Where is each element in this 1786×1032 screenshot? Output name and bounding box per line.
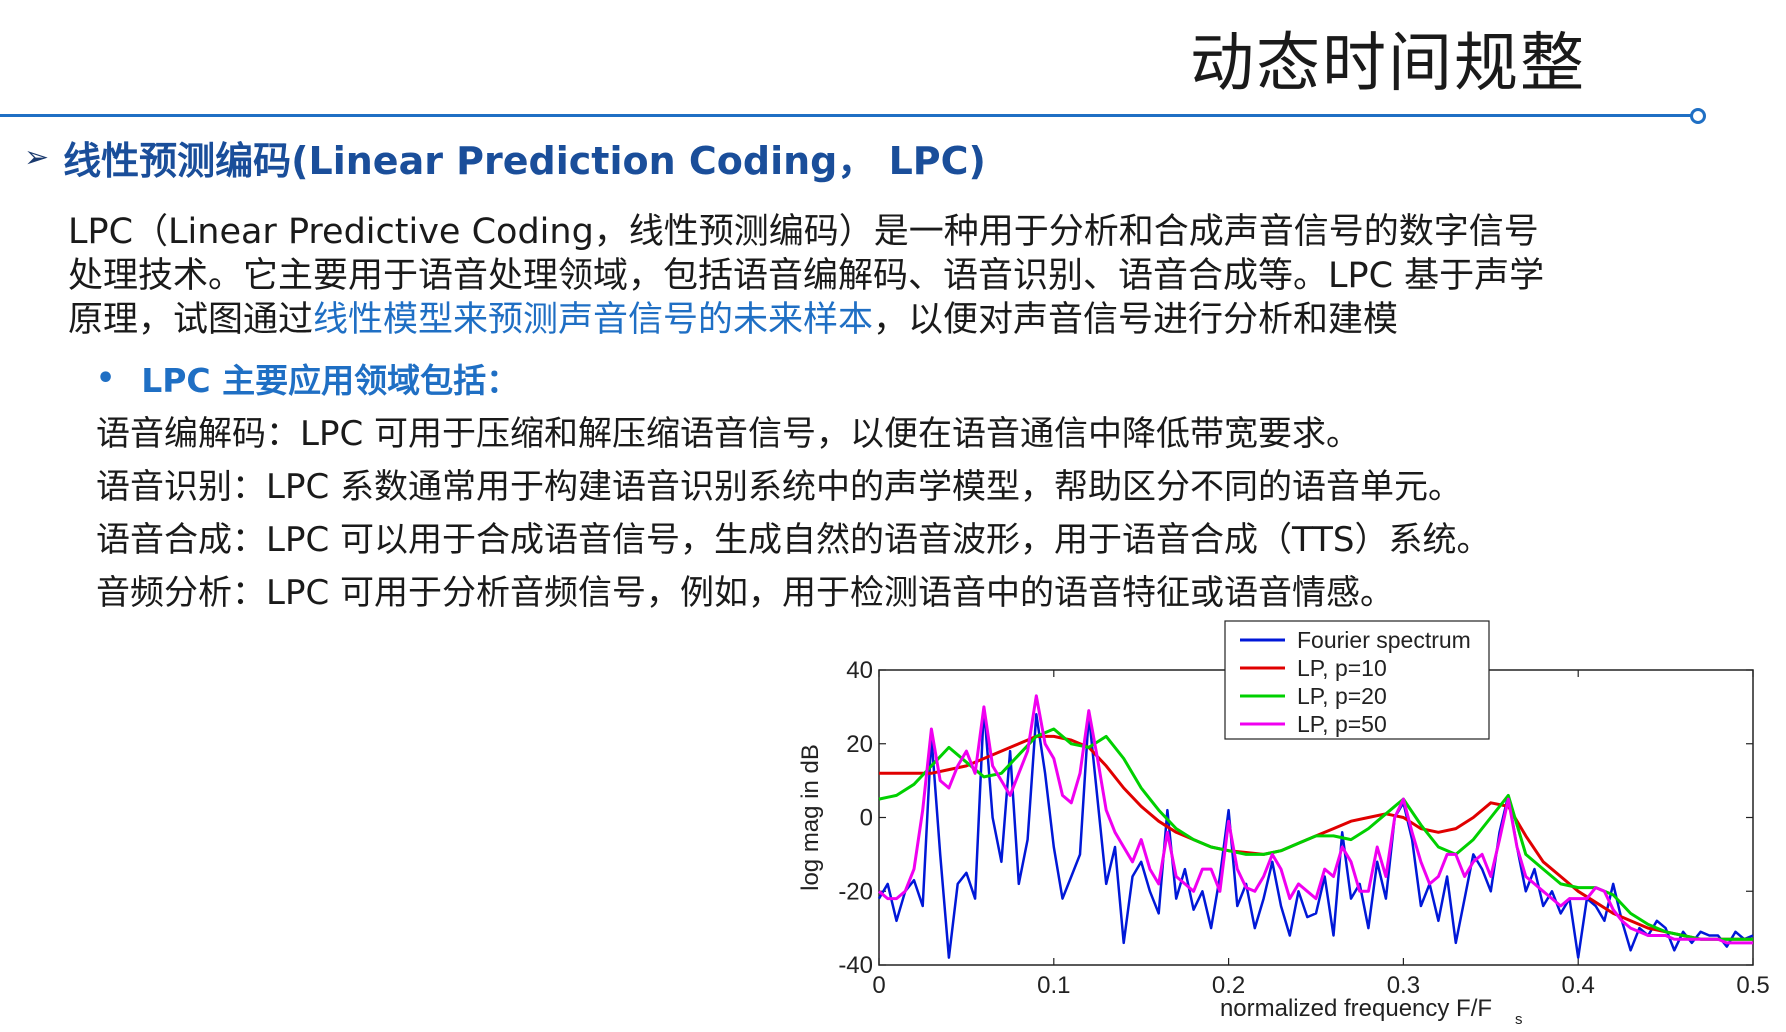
section-heading-text: 线性预测编码(Linear Prediction Coding， LPC) xyxy=(63,139,986,183)
y-tick-label: 0 xyxy=(860,805,873,832)
application-item: 语音合成：LPC 可以用于合成语音信号，生成自然的语音波形，用于语音合成（TTS… xyxy=(96,520,1491,560)
y-axis-label: log mag in dB xyxy=(797,744,824,891)
y-tick-label: -40 xyxy=(838,952,873,979)
x-tick-label: 0.3 xyxy=(1387,972,1420,999)
header-divider xyxy=(0,114,1693,117)
applications-bullet: • LPC 主要应用领域包括： xyxy=(96,354,519,402)
slide-title: 动态时间规整 xyxy=(1190,27,1586,101)
header-divider-end-dot xyxy=(1690,108,1706,124)
arrow-bullet-icon: ➢ xyxy=(24,140,50,175)
legend-label: LP, p=10 xyxy=(1297,655,1387,681)
x-tick-label: 0.5 xyxy=(1736,972,1769,999)
y-tick-label: 20 xyxy=(846,731,873,758)
x-tick-label: 0 xyxy=(872,972,885,999)
applications-heading: LPC 主要应用领域包括： xyxy=(141,361,520,400)
application-item: 音频分析：LPC 可用于分析音频信号，例如，用于检测语音中的语音特征或语音情感。 xyxy=(96,573,1394,613)
bullet-dot-icon: • xyxy=(96,360,116,396)
section-heading: ➢ 线性预测编码(Linear Prediction Coding， LPC) xyxy=(24,130,986,185)
legend-label: LP, p=50 xyxy=(1297,711,1387,737)
intro-text-part-2: ，以便对声音信号进行分析和建模 xyxy=(873,300,1399,340)
y-tick-label: 40 xyxy=(846,657,873,684)
application-item: 语音编解码：LPC 可用于压缩和解压缩语音信号，以便在语音通信中降低带宽要求。 xyxy=(96,414,1360,454)
application-item: 语音识别：LPC 系数通常用于构建语音识别系统中的声学模型，帮助区分不同的语音单… xyxy=(96,467,1462,507)
legend-label: Fourier spectrum xyxy=(1297,627,1471,653)
intro-highlight: 线性模型来预测声音信号的未来样本 xyxy=(313,300,874,340)
intro-text-part-1: LPC（Linear Predictive Coding，线性预测编码）是一种用… xyxy=(68,212,1545,340)
applications-list: 语音编解码：LPC 可用于压缩和解压缩语音信号，以便在语音通信中降低带宽要求。 … xyxy=(96,408,1491,620)
series-line-lp-p-20 xyxy=(878,727,1753,941)
spectrum-chart-svg: 0 0.1 0.2 0.3 0.4 0.5 40 20 0 -20 -40 normalized fr… xyxy=(797,620,1770,1028)
x-tick-label: 0.2 xyxy=(1212,972,1245,999)
x-tick-label: 0.1 xyxy=(1037,972,1070,999)
x-tick-label: 0.4 xyxy=(1562,972,1595,999)
x-axis-label-subscript: s xyxy=(1515,1011,1523,1028)
series-line-lp-p-50 xyxy=(878,694,1753,945)
legend-label: LP, p=20 xyxy=(1297,683,1387,709)
spectrum-chart: 0 0.1 0.2 0.3 0.4 0.5 40 20 0 -20 -40 normalized fr… xyxy=(790,620,1786,1028)
intro-paragraph: LPC（Linear Predictive Coding，线性预测编码）是一种用… xyxy=(68,210,1568,342)
y-tick-label: -20 xyxy=(838,878,873,905)
x-axis-label: normalized frequency F/F xyxy=(1220,995,1492,1022)
